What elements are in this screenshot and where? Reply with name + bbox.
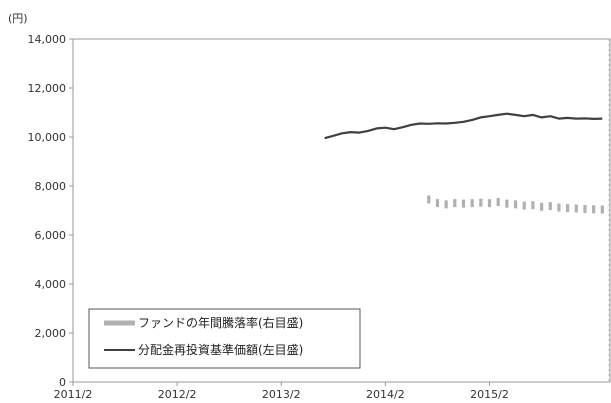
bar-mark xyxy=(444,200,448,209)
bar-mark xyxy=(566,204,570,213)
bar-mark xyxy=(548,202,552,211)
bar-mark xyxy=(487,199,492,208)
legend-label-line: 分配金再投資基準価額(左目盛) xyxy=(138,342,303,357)
plot-area xyxy=(72,38,611,383)
y-tick-label: 2,000 xyxy=(35,327,67,340)
legend-box xyxy=(88,308,361,369)
bar-mark xyxy=(574,204,578,213)
bar-mark xyxy=(453,199,457,208)
bar-mark xyxy=(531,201,535,210)
legend-label-bar: ファンドの年間騰落率(右目盛) xyxy=(138,315,303,330)
bar-mark xyxy=(600,205,604,214)
bar-mark xyxy=(435,199,440,208)
bar-mark xyxy=(479,198,483,207)
bar-mark xyxy=(496,197,500,206)
y-tick-label: 12,000 xyxy=(28,82,67,95)
y-unit-label: (円) xyxy=(8,12,28,25)
y-tick-label: 4,000 xyxy=(35,278,67,291)
bar-mark xyxy=(505,199,509,208)
x-tick-label: 2015/2 xyxy=(470,388,509,401)
x-tick-label: 2012/2 xyxy=(158,388,197,401)
legend: ファンドの年間騰落率(右目盛) 分配金再投資基準価額(左目盛) xyxy=(88,308,361,369)
bar-mark xyxy=(539,202,544,211)
y-tick-label: 10,000 xyxy=(28,131,67,144)
x-tick-label: 2014/2 xyxy=(366,388,405,401)
x-axis: 2011/2 2012/2 2013/2 2014/2 2015/2 xyxy=(54,382,509,401)
y-tick-label: 14,000 xyxy=(28,33,67,46)
line-series xyxy=(324,112,603,140)
y-tick-label: 8,000 xyxy=(35,180,67,193)
bar-mark xyxy=(470,199,474,208)
y-tick-label: 0 xyxy=(59,376,66,389)
y-axis: 0 2,000 4,000 6,000 8,000 10,000 12,000 14,000 xyxy=(28,33,73,389)
bar-mark xyxy=(583,205,587,214)
bar-mark xyxy=(513,200,518,209)
bar-mark xyxy=(427,195,431,204)
bar-mark xyxy=(461,199,466,208)
bar-mark xyxy=(522,201,526,210)
bar-mark xyxy=(592,205,596,214)
x-tick-label: 2013/2 xyxy=(262,388,301,401)
bar-mark xyxy=(557,203,561,212)
x-tick-label: 2011/2 xyxy=(54,388,93,401)
y-tick-label: 6,000 xyxy=(35,229,67,242)
bar-series xyxy=(427,195,604,214)
